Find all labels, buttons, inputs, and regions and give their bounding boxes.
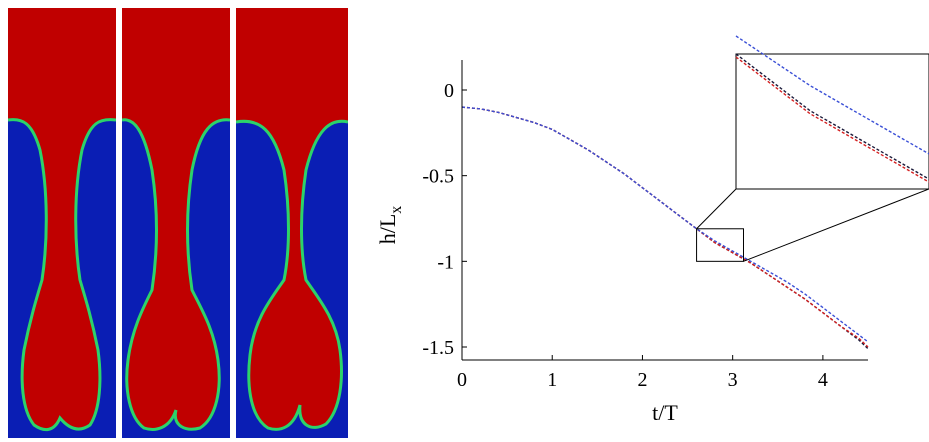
y-tick-label: -1 [437, 251, 454, 273]
inset-series-line-2 [735, 56, 929, 183]
y-axis-label-subscript: x [388, 206, 405, 214]
x-tick-label: 1 [547, 369, 557, 391]
y-tick-label: -0.5 [422, 166, 454, 188]
chart: 0 1 2 3 4 0 -0.5 -1 -1.5 t/T h/Lx [375, 35, 929, 425]
x-ticks: 0 1 2 3 4 [457, 355, 828, 391]
zoom-connector-bottom [743, 188, 929, 262]
series-line-3 [462, 106, 869, 343]
x-tick-label: 4 [818, 369, 828, 391]
svg-text:h/Lx: h/Lx [375, 206, 405, 245]
panel-3-heavy-fluid [236, 8, 348, 430]
x-tick-label: 0 [457, 369, 467, 391]
y-axis-label-main: h/L [375, 214, 400, 245]
y-tick-label: 0 [444, 80, 454, 102]
panel-2-heavy-fluid [122, 8, 230, 430]
inset-series-layer [735, 35, 929, 183]
y-axis-label: h/Lx [375, 206, 405, 245]
panel-1-heavy-fluid [8, 8, 116, 430]
panel-3-interface [236, 119, 348, 431]
simulation-panel-2 [122, 8, 230, 438]
zoom-box [696, 228, 744, 262]
inset-series-line-3 [735, 35, 929, 155]
y-ticks: 0 -0.5 -1 -1.5 [422, 80, 467, 359]
x-tick-label: 3 [728, 369, 738, 391]
x-axis-label: t/T [652, 400, 678, 425]
simulation-panel-3 [236, 8, 348, 438]
zoom-connector-top [696, 188, 737, 230]
panel-2-interface [122, 118, 230, 431]
y-tick-label: -1.5 [422, 337, 454, 359]
x-tick-label: 2 [637, 369, 647, 391]
series-layer [462, 106, 869, 350]
simulation-panel-1 [8, 8, 116, 438]
panel-1-interface [8, 118, 116, 432]
inset-series-line-1 [735, 53, 929, 180]
inset-panel [735, 53, 929, 190]
